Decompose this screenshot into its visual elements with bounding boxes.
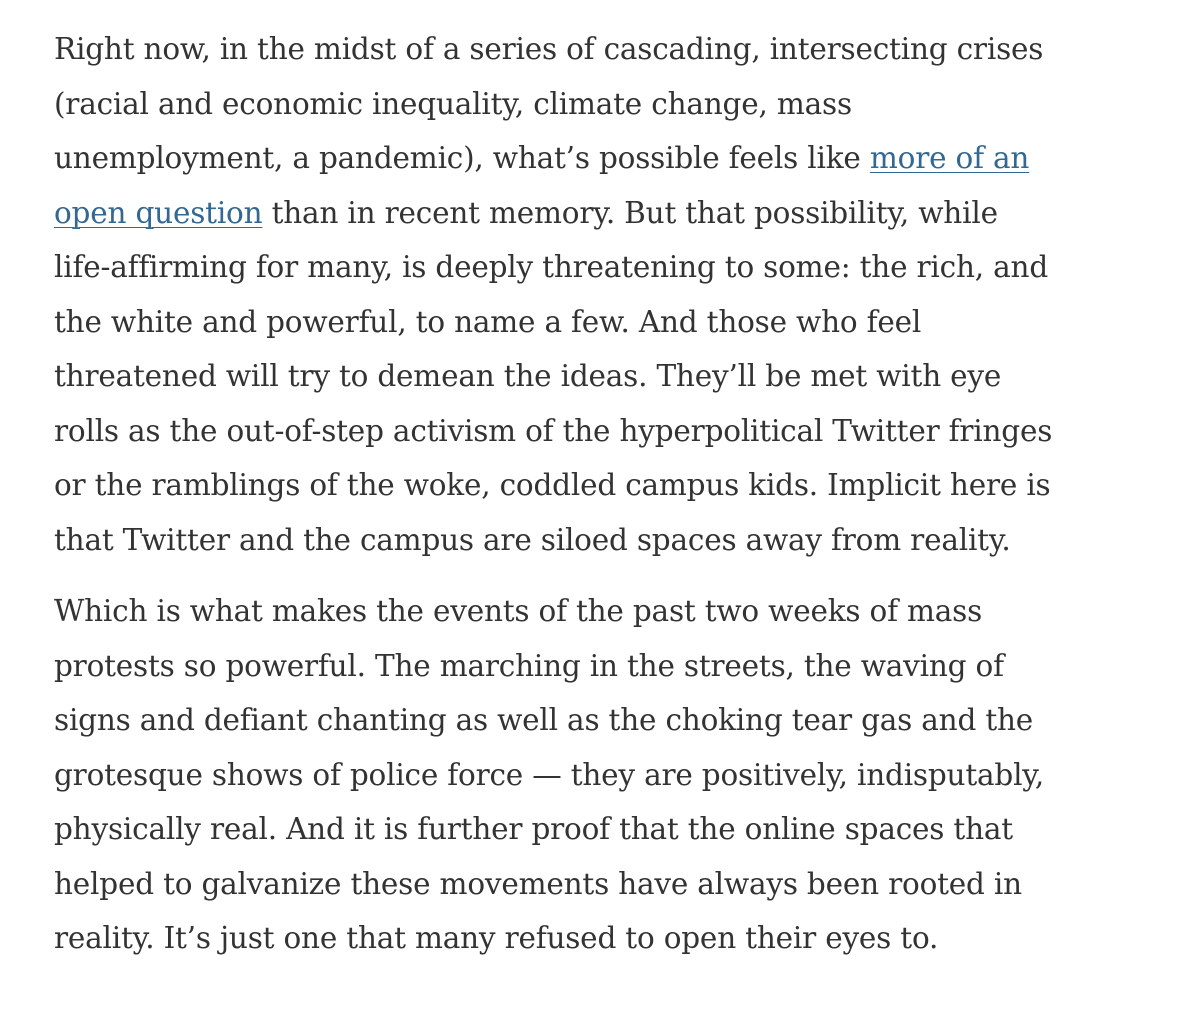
paragraph-line: (racial and economic inequality, climate… [54,86,852,121]
paragraph-line: unemployment, a pandemic), what’s possib… [54,131,1174,186]
paragraph-line: threatened will try to demean the ideas.… [54,359,1002,393]
paragraph-line: reality. It’s just one that many refused… [54,921,939,955]
paragraph-line: the white and powerful, to name a few. A… [54,304,922,339]
paragraph-line: protests so powerful. The marching in th… [54,648,1004,683]
more-of-an-open-question-link[interactable]: open question [54,195,263,230]
paragraph-text: than in recent memory. But that possibil… [262,195,998,230]
paragraph-line: Right now, in the midst of a series of c… [54,32,1044,66]
paragraph-2: Which is what makes the events of the pa… [54,584,1174,966]
article-body: Right now, in the midst of a series of c… [54,22,1174,966]
paragraph-line: open question than in recent memory. But… [54,186,1174,241]
paragraph-line: grotesque shows of police force — they a… [54,757,1045,792]
paragraph-line: helped to galvanize these movements have… [54,866,1022,901]
paragraph-line: physically real. And it is further proof… [54,812,1013,846]
paragraph-1: Right now, in the midst of a series of c… [54,22,1174,567]
paragraph-line: rolls as the out-of-step activism of the… [54,413,1053,448]
paragraph-line: that Twitter and the campus are siloed s… [54,522,1011,557]
paragraph-line: life-affirming for many, is deeply threa… [54,250,1048,284]
paragraph-line: signs and defiant chanting as well as th… [54,703,1034,737]
paragraph-line: or the ramblings of the woke, coddled ca… [54,468,1051,502]
paragraph-line: Which is what makes the events of the pa… [54,594,983,628]
paragraph-text: unemployment, a pandemic), what’s possib… [54,141,870,175]
more-of-an-open-question-link[interactable]: more of an [869,141,1030,175]
